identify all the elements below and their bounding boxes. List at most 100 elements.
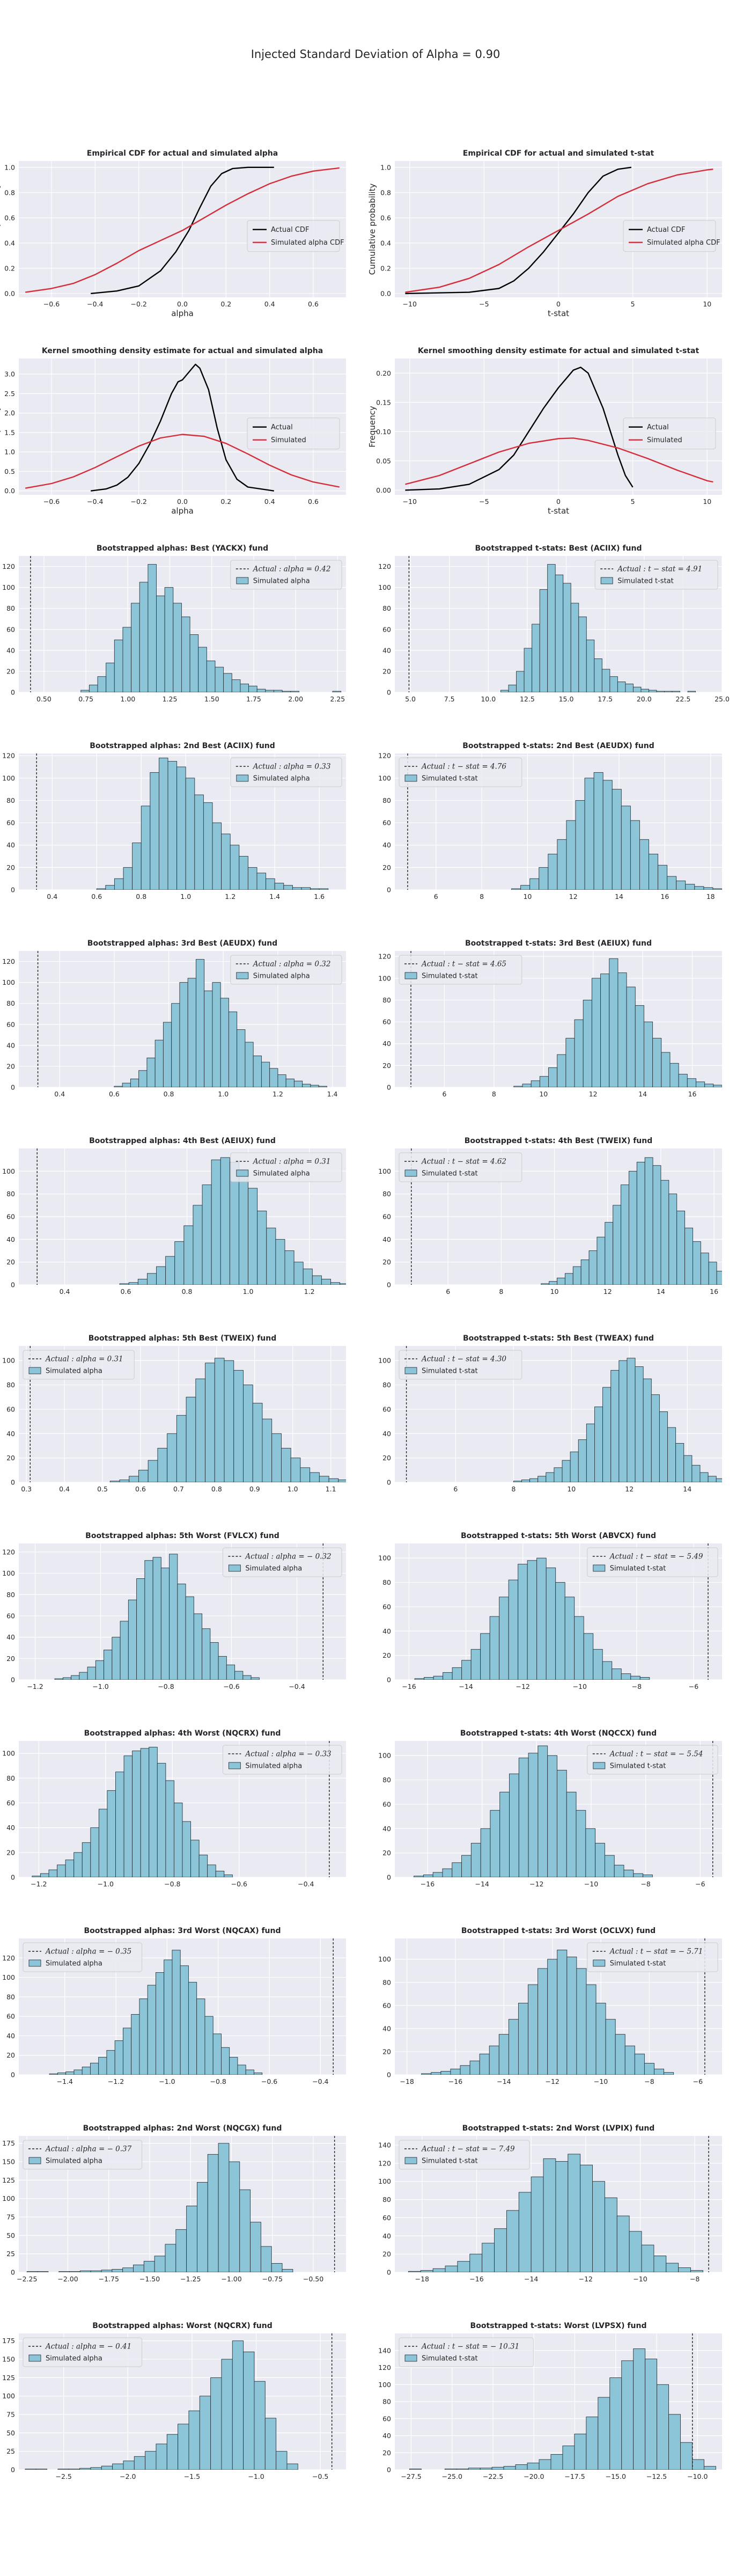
y-tick-label: 0.4 <box>4 239 15 247</box>
histogram-bar <box>274 883 284 890</box>
y-tick-label: 100 <box>2 583 15 591</box>
legend-swatch <box>236 1169 249 1177</box>
histogram-bar <box>276 2451 288 2470</box>
histogram-bar <box>237 2065 246 2075</box>
y-tick-label: 20 <box>6 1454 15 1462</box>
histogram-bar <box>440 2071 451 2075</box>
histogram-bar <box>82 1842 91 1877</box>
histogram-bar <box>557 1950 568 2075</box>
histogram-bar <box>645 2359 658 2470</box>
histogram-bar <box>725 1276 733 1285</box>
x-tick-label: 14 <box>615 892 623 901</box>
histogram-bar <box>229 2161 240 2272</box>
histogram-bar <box>165 2244 176 2272</box>
histogram-bar <box>518 1758 529 1877</box>
histogram-bar <box>148 564 157 692</box>
histogram-bar <box>700 1472 709 1482</box>
histogram-bar <box>643 1378 652 1482</box>
histogram-bar <box>687 691 696 692</box>
x-tick-label: 16 <box>660 892 669 901</box>
series-line <box>405 169 713 293</box>
plot-area <box>408 2136 709 2272</box>
histogram-bar <box>232 2340 244 2470</box>
histogram-bar <box>224 1360 234 1482</box>
legend-label: Simulated <box>271 436 306 444</box>
histogram-bar <box>529 1478 539 1482</box>
histogram-bar <box>82 2067 91 2075</box>
histogram-bar <box>185 778 195 890</box>
histogram-bar <box>600 974 610 1087</box>
histogram-bar <box>593 772 603 890</box>
histogram-bar <box>621 1184 629 1285</box>
histogram-bar <box>627 1358 636 1482</box>
histogram-bar <box>285 1078 294 1087</box>
histogram-bar <box>119 1480 130 1482</box>
series-line <box>91 363 274 492</box>
y-tick-label: 125 <box>2 2176 15 2184</box>
legend-label: Actual : alpha = 0.42 <box>252 565 331 574</box>
x-tick-label: −6 <box>689 1682 698 1690</box>
histogram-bar <box>178 2424 189 2470</box>
y-tick-label: 80 <box>382 1578 391 1586</box>
x-tick-label: 10 <box>523 892 532 901</box>
histogram-bar <box>250 2222 261 2272</box>
x-tick-label: 12 <box>625 1485 634 1493</box>
x-tick-label: −16 <box>421 1880 435 1888</box>
histogram-bar <box>128 1282 138 1285</box>
histogram-bar <box>633 1873 644 1877</box>
y-tick-label: 0 <box>387 2071 391 2079</box>
y-tick-label: 100 <box>378 1167 391 1175</box>
y-tick-label: 0.8 <box>380 188 391 196</box>
histogram-bar <box>242 1675 252 1680</box>
legend-swatch <box>228 1564 241 1572</box>
legend-label: Actual : alpha = 0.31 <box>45 1355 123 1364</box>
y-tick-label: 20 <box>382 1258 391 1266</box>
legend-swatch <box>28 1367 41 1374</box>
histogram-bar <box>692 2459 704 2470</box>
histogram-bar <box>204 990 213 1087</box>
histogram-bar <box>511 888 521 890</box>
histogram-bar <box>520 885 531 890</box>
histogram-bar <box>194 794 204 890</box>
plot-area <box>25 2333 333 2470</box>
histogram-bar <box>576 1968 587 2075</box>
histogram-bar <box>548 853 558 890</box>
x-tick-label: −0.2 <box>130 497 146 506</box>
histogram-bar <box>423 1875 433 1877</box>
histogram-bar <box>319 888 329 890</box>
histogram-bar <box>667 1427 676 1482</box>
histogram-bar <box>212 982 221 1087</box>
panel-title: Bootstrapped t-stats: 4th Worst (NQCCX) … <box>460 1729 657 1738</box>
histogram-bar <box>460 2065 470 2075</box>
legend: Actual : alpha = − 0.37 Simulated alpha <box>23 2140 143 2170</box>
legend: Actual : t − stat = − 10.31 Simulated t-s… <box>399 2337 534 2367</box>
chart-panel-10: Bootstrapped t-stats: 3rd Best (AEIUX) f… <box>378 939 722 1098</box>
y-tick-label: 0 <box>387 1874 391 1882</box>
legend-box <box>222 1745 342 1775</box>
y-tick-label: 100 <box>2 1973 15 1981</box>
legend-swatch <box>404 1367 417 1374</box>
histogram-bar <box>318 1086 327 1087</box>
histogram-bar <box>146 1057 156 1087</box>
y-tick-label: 0 <box>387 1479 391 1487</box>
histogram-bar <box>649 690 657 692</box>
histogram-bar <box>633 2348 646 2470</box>
legend-swatch <box>236 774 249 782</box>
panel-title: Kernel smoothing density estimate for ac… <box>42 347 323 355</box>
y-tick-label: 100 <box>2 1750 15 1758</box>
x-tick-label: 0.0 <box>177 300 188 308</box>
histogram-bar <box>609 958 619 1087</box>
y-tick-label: 40 <box>382 1430 391 1438</box>
y-tick-label: 60 <box>382 2001 391 2009</box>
y-tick-label: 100 <box>2 2194 15 2202</box>
histogram-bar <box>664 691 673 692</box>
y-tick-label: 100 <box>378 774 391 782</box>
histogram-bar <box>580 2164 593 2272</box>
histogram-bar <box>98 2057 107 2075</box>
panel-title: Bootstrapped t-stats: 2nd Best (AEUDX) f… <box>462 742 654 750</box>
y-tick-label: 100 <box>2 1167 15 1175</box>
histogram-bar <box>654 2068 665 2075</box>
histogram-bar <box>139 1999 148 2075</box>
histogram-bar <box>409 2468 422 2470</box>
legend-box <box>23 2337 143 2367</box>
